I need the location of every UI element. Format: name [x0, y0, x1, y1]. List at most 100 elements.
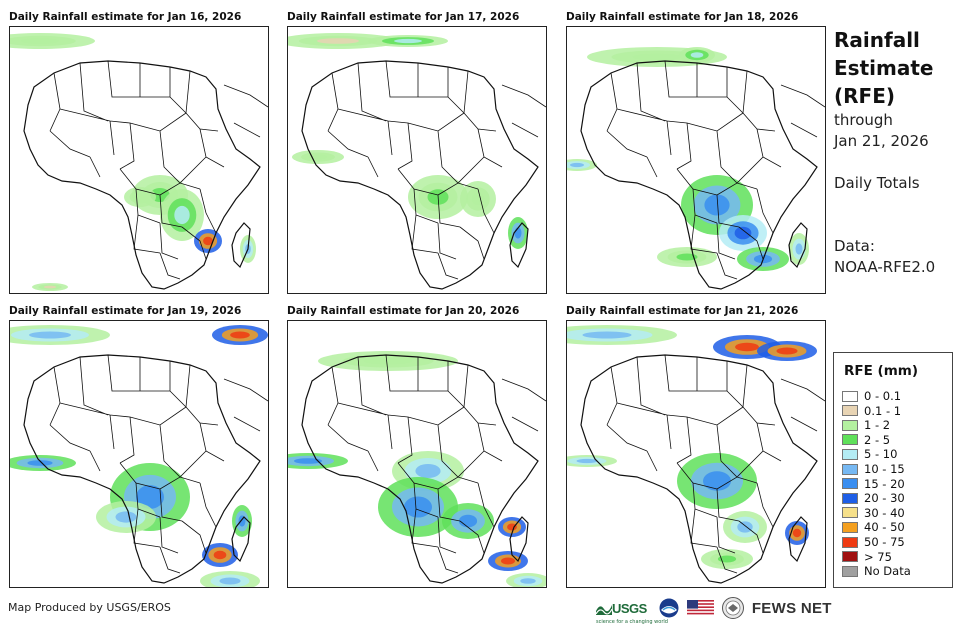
- rain-area: [308, 154, 328, 160]
- rain-area: [363, 357, 413, 365]
- panel-title: Daily Rainfall estimate for Jan 16, 2026: [9, 11, 242, 23]
- rainfall-map: [9, 320, 269, 588]
- usgs-logo: USGS science for a changing world: [596, 600, 668, 625]
- map-canvas: [288, 33, 546, 290]
- rain-area: [632, 53, 682, 61]
- legend-item: 0.1 - 1: [842, 404, 901, 418]
- legend-swatch: [842, 536, 858, 548]
- coastline: [301, 354, 539, 584]
- legend-label: 2 - 5: [864, 432, 891, 447]
- data-source: NOAA-RFE2.0: [834, 258, 936, 276]
- rain-area: [582, 331, 632, 339]
- rain-area: [501, 557, 515, 565]
- legend-swatch: [842, 448, 858, 460]
- legend-label: No Data: [864, 564, 911, 579]
- title-line: Rainfall: [834, 28, 920, 52]
- usaid-seal-icon: [721, 597, 744, 619]
- legend-label: 5 - 10: [864, 447, 898, 462]
- country-borders: [327, 60, 503, 280]
- rain-area: [471, 192, 485, 206]
- legend-swatch: [842, 507, 858, 519]
- rainfall-map: [287, 26, 547, 294]
- panel-title: Daily Rainfall estimate for Jan 21, 2026: [566, 305, 799, 317]
- rain-area: [576, 458, 598, 464]
- legend-label: 15 - 20: [864, 476, 905, 491]
- rainfall-map: [566, 26, 826, 294]
- rain-area: [134, 193, 146, 201]
- legend-label: 20 - 30: [864, 491, 905, 506]
- rain-area: [507, 523, 517, 531]
- fews-net-wordmark: FEWS NET: [751, 599, 832, 617]
- arabia-outline: [501, 84, 546, 138]
- legend-item: > 75: [842, 550, 892, 564]
- map-canvas: [567, 325, 825, 584]
- rainfall-map: [9, 26, 269, 294]
- rain-area: [520, 578, 536, 584]
- rain-area: [230, 331, 250, 339]
- rain-area: [717, 555, 737, 563]
- product-info: through Jan 21, 2026 Daily Totals Data: …: [834, 110, 964, 278]
- rain-area: [570, 162, 584, 168]
- data-label: Data:: [834, 237, 875, 255]
- rain-area: [27, 460, 53, 466]
- legend-item: 10 - 15: [842, 462, 905, 476]
- map-canvas: [288, 351, 546, 587]
- arabia-outline: [223, 84, 268, 138]
- rain-area: [203, 236, 213, 246]
- rain-area: [704, 194, 730, 216]
- legend-label: 1 - 2: [864, 418, 891, 433]
- coastline: [23, 354, 261, 584]
- legend-item: No Data: [842, 564, 911, 578]
- rain-area: [514, 227, 522, 239]
- country-borders: [606, 60, 782, 280]
- legend-label: 40 - 50: [864, 520, 905, 535]
- legend-swatch: [842, 434, 858, 446]
- title-line: Estimate: [834, 56, 934, 80]
- rainfall-map: [566, 320, 826, 588]
- rain-area: [737, 521, 753, 533]
- rain-area: [43, 285, 57, 289]
- legend-label: 50 - 75: [864, 535, 905, 549]
- fews-net-logo: FEWS NET: [752, 600, 832, 617]
- rain-area: [115, 511, 137, 523]
- rain-area: [404, 496, 432, 518]
- legend-swatch: [842, 463, 858, 475]
- rain-area: [795, 243, 803, 255]
- legend-swatch: [842, 492, 858, 504]
- legend-swatch: [842, 419, 858, 431]
- rain-area: [20, 38, 60, 44]
- title-line: (RFE): [834, 84, 896, 108]
- legend-item: 1 - 2: [842, 418, 890, 432]
- rain-area: [458, 514, 478, 528]
- usgs-wave-icon: [596, 605, 612, 615]
- legend-swatch: [842, 521, 858, 533]
- legend-item: 30 - 40: [842, 506, 905, 520]
- legend-label: > 75: [864, 549, 892, 564]
- legend-item: 2 - 5: [842, 433, 890, 447]
- country-borders: [327, 354, 503, 574]
- arabia-outline: [501, 378, 546, 432]
- rain-area: [29, 331, 71, 339]
- usgs-wordmark: USGS: [612, 600, 647, 616]
- rain-area: [219, 577, 241, 585]
- rain-area: [317, 38, 359, 44]
- legend-item: 50 - 75: [842, 535, 905, 549]
- rain-area: [734, 226, 752, 240]
- panel-title: Daily Rainfall estimate for Jan 18, 2026: [566, 11, 799, 23]
- legend-label: 0.1 - 1: [864, 403, 902, 418]
- legend-item: 15 - 20: [842, 477, 905, 491]
- country-borders: [49, 354, 225, 574]
- rain-area: [735, 342, 759, 352]
- legend-title: RFE (mm): [844, 363, 919, 379]
- rain-area: [676, 253, 698, 261]
- legend-label: 30 - 40: [864, 505, 905, 520]
- rain-area: [690, 52, 704, 58]
- rain-area: [792, 528, 802, 538]
- panel-title: Daily Rainfall estimate for Jan 20, 2026: [287, 305, 520, 317]
- rain-area: [294, 458, 322, 464]
- rainfall-map: [287, 320, 547, 588]
- panel-title: Daily Rainfall estimate for Jan 17, 2026: [287, 11, 520, 23]
- legend-swatch: [842, 565, 858, 577]
- product-title: Rainfall Estimate (RFE): [834, 26, 964, 110]
